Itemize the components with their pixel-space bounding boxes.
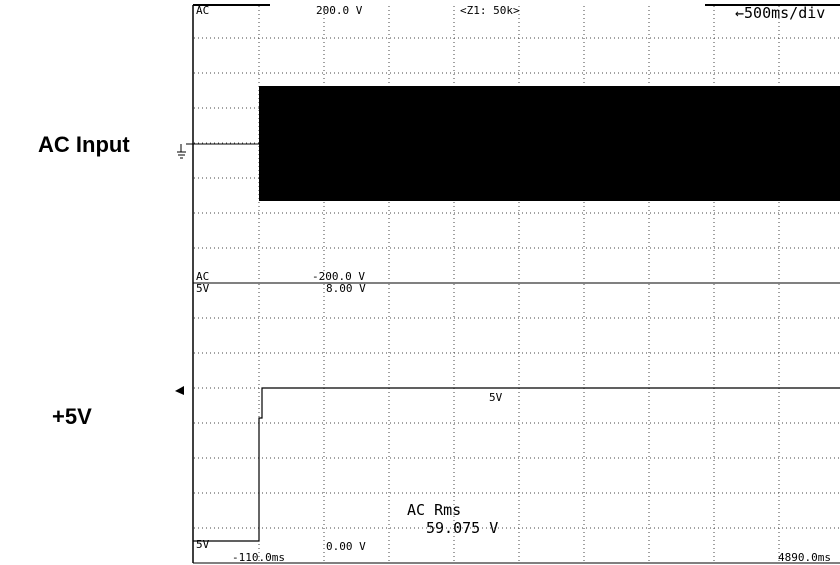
- bottom-range-label: 5V: [196, 282, 210, 295]
- ac-input-label: AC Input: [38, 132, 130, 157]
- zoom-indicator: <Z1: 50k>: [460, 4, 520, 17]
- top-scale-min: -200.0 V: [312, 270, 365, 283]
- plus5v-label: +5V: [52, 404, 92, 429]
- top-scale-max: 200.0 V: [316, 4, 363, 17]
- timebase-indicator: ←500ms/div: [735, 4, 825, 22]
- time-start: -110.0ms: [232, 551, 285, 564]
- measurement-value: 59.075 V: [426, 519, 498, 537]
- ground-marker: [177, 144, 186, 159]
- bottom-scale-min: 0.00 V: [326, 540, 366, 553]
- trigger-marker: [175, 386, 184, 395]
- top-coupling-bottom-label: AC: [196, 270, 209, 283]
- plus5v-trace: [193, 387, 840, 542]
- bottom-scale-max: 8.00 V: [326, 282, 366, 295]
- measurement-title: AC Rms: [407, 501, 461, 519]
- bottom-range-label-low: 5V: [196, 538, 210, 551]
- time-end: 4890.0ms: [778, 551, 831, 564]
- trace-5v-label: 5V: [489, 391, 503, 404]
- top-coupling-label: AC: [196, 4, 209, 17]
- ac-waveform: [259, 86, 840, 201]
